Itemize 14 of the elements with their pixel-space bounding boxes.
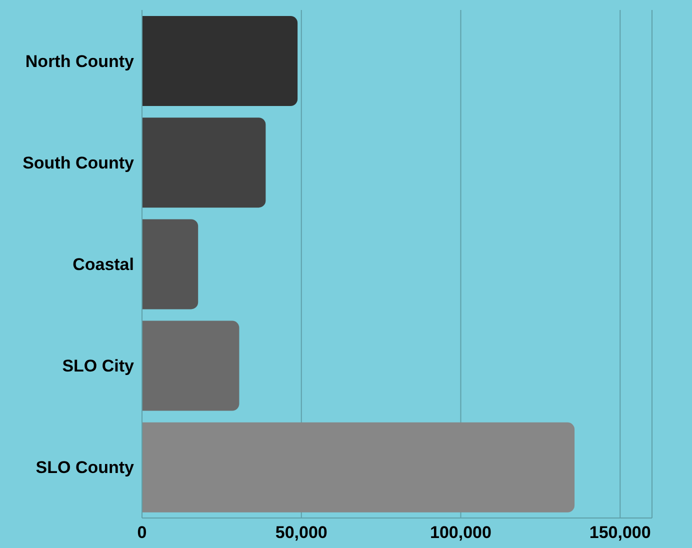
x-tick-label: 150,000 (589, 523, 651, 542)
x-tick-label: 100,000 (430, 523, 492, 542)
y-tick-label: SLO City (62, 356, 135, 376)
bar (142, 16, 298, 106)
y-tick-label: South County (22, 153, 135, 172)
bar (142, 118, 266, 208)
y-tick-label: North County (25, 52, 135, 71)
y-tick-label: SLO County (36, 458, 135, 478)
bar (142, 219, 198, 310)
y-tick-label: Coastal (72, 255, 134, 274)
x-tick-label: 0 (137, 523, 147, 542)
x-tick-label: 50,000 (275, 523, 328, 542)
bar (142, 320, 240, 411)
bar (142, 422, 575, 512)
